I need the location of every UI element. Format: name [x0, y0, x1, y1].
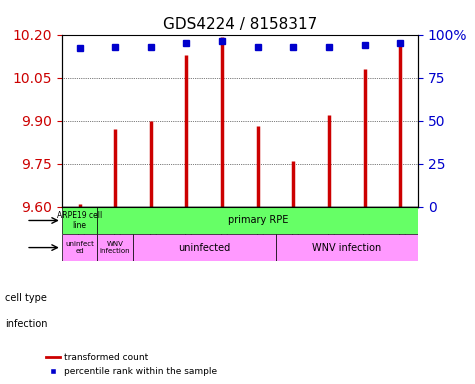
- Text: GSM762061: GSM762061: [289, 207, 298, 253]
- Text: GSM762063: GSM762063: [324, 207, 333, 253]
- Text: GSM762066: GSM762066: [253, 207, 262, 253]
- FancyBboxPatch shape: [133, 234, 276, 261]
- Text: GSM762062: GSM762062: [182, 207, 191, 253]
- Text: GSM762064: GSM762064: [218, 207, 227, 253]
- FancyBboxPatch shape: [97, 234, 133, 261]
- Text: GSM762069: GSM762069: [111, 207, 120, 253]
- Text: WNV infection: WNV infection: [312, 243, 381, 253]
- Text: infection: infection: [5, 319, 47, 329]
- Text: GSM762060: GSM762060: [146, 207, 155, 253]
- FancyBboxPatch shape: [62, 207, 97, 234]
- Text: uninfected: uninfected: [178, 243, 230, 253]
- FancyBboxPatch shape: [276, 234, 418, 261]
- Text: WNV
infection: WNV infection: [100, 241, 131, 254]
- Text: primary RPE: primary RPE: [228, 215, 288, 225]
- Text: GSM762065: GSM762065: [360, 207, 369, 253]
- FancyBboxPatch shape: [97, 207, 418, 234]
- Title: GDS4224 / 8158317: GDS4224 / 8158317: [163, 17, 317, 32]
- Text: cell type: cell type: [5, 293, 47, 303]
- Text: uninfect
ed: uninfect ed: [65, 241, 94, 254]
- Text: GSM762067: GSM762067: [396, 207, 405, 253]
- FancyBboxPatch shape: [62, 234, 97, 261]
- Text: GSM762068: GSM762068: [75, 207, 84, 253]
- Legend: transformed count, percentile rank within the sample: transformed count, percentile rank withi…: [43, 350, 221, 379]
- Text: ARPE19 cell
line: ARPE19 cell line: [57, 211, 102, 230]
